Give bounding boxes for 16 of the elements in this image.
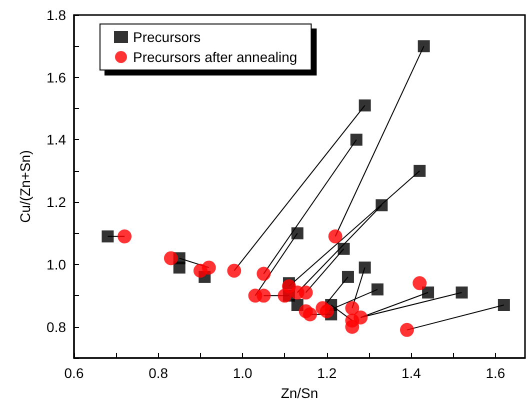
x-tick-label: 0.6 xyxy=(64,365,84,381)
y-tick-label: 1.8 xyxy=(46,7,66,23)
legend-label: Precursors xyxy=(133,29,201,45)
y-tick-label: 1.4 xyxy=(46,132,66,148)
x-tick-label: 1.0 xyxy=(232,365,253,381)
x-tick-label: 1.6 xyxy=(486,365,506,381)
y-tick-label: 1.6 xyxy=(46,69,66,86)
x-axis-title: Zn/Sn xyxy=(280,385,318,401)
y-tick-label: 1.2 xyxy=(46,194,66,210)
y-tick-label: 0.8 xyxy=(46,318,66,335)
y-axis-title: Cu/(Zn+Sn) xyxy=(17,150,33,223)
x-tick-label: 1.4 xyxy=(401,365,422,381)
legend-label: Precursors after annealing xyxy=(133,49,298,65)
x-tick-label: 0.8 xyxy=(148,365,168,381)
x-tick-label: 1.2 xyxy=(317,365,337,381)
y-tick-label: 1.0 xyxy=(46,256,66,272)
